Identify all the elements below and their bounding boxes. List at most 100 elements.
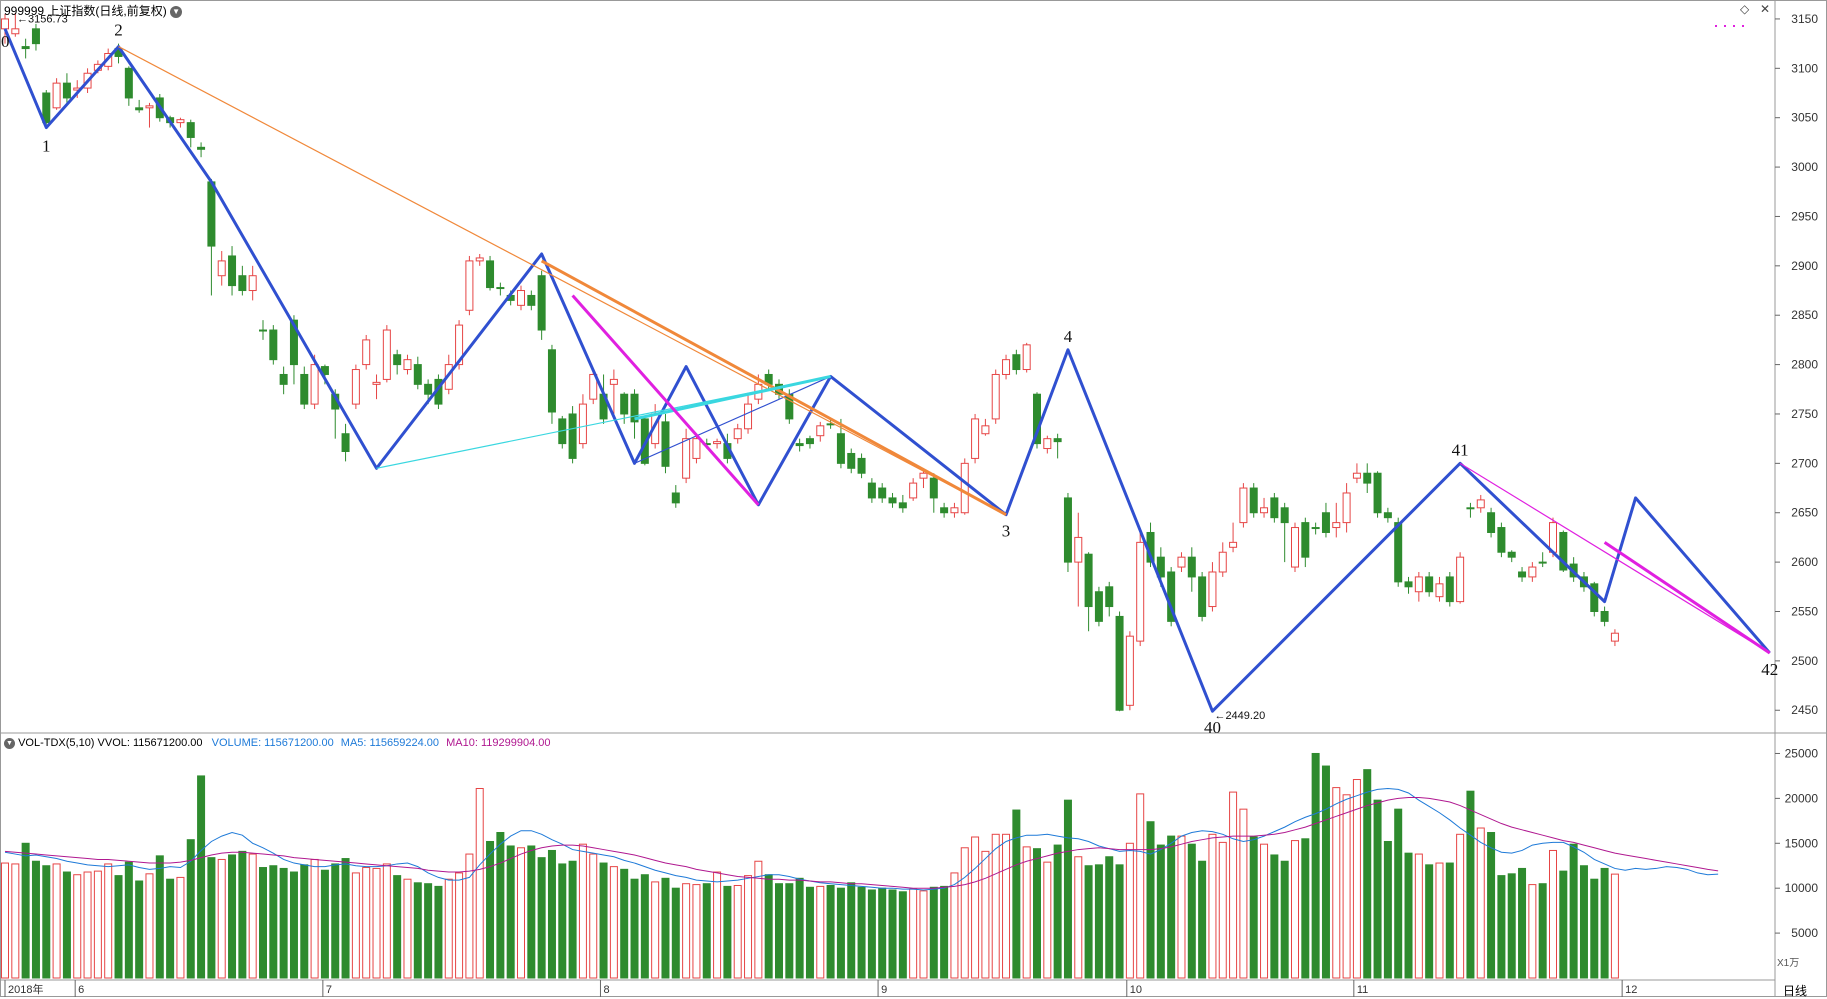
volume-bar <box>1549 849 1557 979</box>
volume-bar <box>795 877 804 979</box>
candle-body <box>1456 556 1465 603</box>
time-tick-label: 7 <box>326 984 332 996</box>
candle-body <box>527 294 536 306</box>
volume-bar <box>1559 870 1568 979</box>
volume-bar <box>630 878 639 979</box>
candle-body <box>733 428 742 440</box>
candle-body <box>1022 344 1031 371</box>
candle-body <box>1373 472 1382 514</box>
volume-bar <box>671 887 680 979</box>
chevron-down-icon[interactable]: ▼ <box>170 5 183 18</box>
volume-bar <box>83 871 92 979</box>
volume-bar <box>1569 843 1578 979</box>
volume-bar <box>940 885 949 979</box>
magenta-trend-2-line <box>1459 462 1771 654</box>
volume-bar <box>1260 843 1269 979</box>
candle-body <box>124 67 133 99</box>
candle-body <box>11 28 20 35</box>
volume-bar <box>1270 854 1279 979</box>
candle-body <box>1136 541 1145 642</box>
candle-body <box>341 433 350 453</box>
price-tick-label: 2850 <box>1791 308 1818 322</box>
candle-body <box>805 438 814 445</box>
volume-bar <box>878 887 887 979</box>
volume-bar <box>62 871 71 979</box>
volume-bar <box>981 850 990 979</box>
volume-bar <box>568 860 577 979</box>
volume-bar <box>1456 833 1465 979</box>
volume-bar <box>42 865 51 979</box>
volume-bar <box>1084 865 1093 979</box>
volume-bar <box>713 871 722 979</box>
candle-body <box>1094 591 1103 622</box>
volume-bar <box>1311 752 1320 979</box>
volume-bar <box>537 857 546 979</box>
volume-bar <box>238 850 247 979</box>
candle-body <box>1043 438 1052 450</box>
candle-body <box>186 122 195 138</box>
candle-body <box>1084 553 1093 608</box>
candle-body <box>1445 576 1454 603</box>
price-tick-label: 2800 <box>1791 358 1818 372</box>
candle-body <box>1249 487 1258 514</box>
price-tick-label: 2550 <box>1791 604 1818 618</box>
chevron-down-icon[interactable]: ▼ <box>4 737 15 749</box>
volume-bar <box>1342 794 1351 979</box>
candle-body <box>547 349 556 413</box>
candle-body <box>991 373 1000 420</box>
volume-bar <box>971 836 980 979</box>
volume-bar <box>857 886 866 979</box>
volume-bar <box>413 882 422 979</box>
candle-body <box>1610 632 1619 642</box>
candle-body <box>898 502 907 509</box>
volume-bar <box>661 877 670 979</box>
volume-bar <box>362 867 371 979</box>
candle-body <box>971 418 980 459</box>
time-tick-label: 6 <box>78 984 84 996</box>
volume-bar <box>785 883 794 979</box>
time-tick-label: 8 <box>603 984 609 996</box>
candle-body <box>909 482 918 499</box>
diamond-icon[interactable]: ◇ <box>1740 2 1750 16</box>
volume-bar <box>1022 846 1031 979</box>
volume-bar <box>135 880 144 979</box>
candle-body <box>1600 610 1609 622</box>
candle-body <box>135 107 144 111</box>
candle-body <box>816 425 825 437</box>
candle-body <box>1507 551 1516 558</box>
candle-body <box>279 373 288 385</box>
volume-bar <box>692 884 701 979</box>
period-tab[interactable]: 日线 <box>1783 984 1808 998</box>
candle-body <box>1177 556 1186 568</box>
wave-label: 41 <box>1452 440 1469 459</box>
volume-bar <box>217 858 226 979</box>
candle-body <box>176 119 185 124</box>
volume-bar <box>331 863 340 979</box>
candle-body <box>1 18 9 30</box>
orange-trend-line <box>118 46 1007 516</box>
volume-bar <box>1301 838 1310 979</box>
candle-body <box>403 359 412 371</box>
candle-body <box>1394 522 1403 583</box>
volume-bar <box>702 883 711 979</box>
candle-body <box>682 438 691 479</box>
volume-bar <box>1518 867 1527 979</box>
candle-body <box>300 373 309 405</box>
volume-bar <box>754 860 763 979</box>
volume-unit-label: X1万 <box>1777 958 1800 969</box>
close-icon[interactable]: ✕ <box>1760 2 1771 16</box>
candle-body <box>692 438 701 459</box>
candle-body <box>217 260 226 277</box>
high-price-label: ←3156.73 <box>17 13 68 25</box>
wave-label: 40 <box>1204 718 1221 737</box>
volume-bar <box>1538 883 1547 979</box>
wave-label: 42 <box>1761 660 1778 679</box>
volume-bar <box>640 874 649 979</box>
candle-body <box>289 319 298 366</box>
volume-bar <box>269 865 278 979</box>
volume-bar <box>816 885 825 979</box>
volume-bar <box>1497 875 1506 979</box>
volume-bar <box>31 860 40 979</box>
candle-body <box>1208 571 1217 608</box>
